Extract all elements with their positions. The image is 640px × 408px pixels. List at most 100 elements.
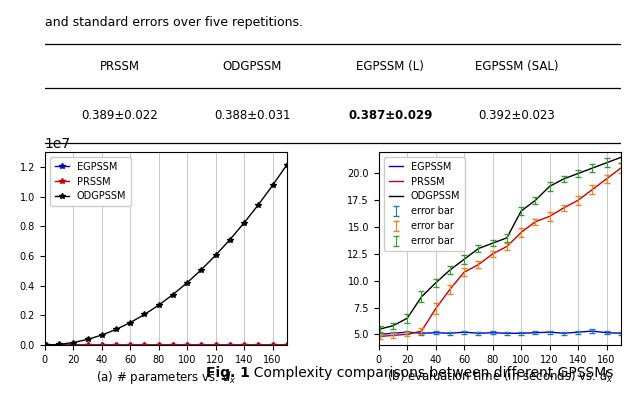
EGPSSM xyxy=(69,343,77,348)
ODGPSSM xyxy=(42,343,50,348)
ODGPSSM xyxy=(517,208,525,213)
ODGPSSM xyxy=(460,257,468,262)
EGPSSM xyxy=(546,330,554,335)
ODGPSSM xyxy=(198,267,205,272)
PRSSM xyxy=(198,342,205,347)
PRSSM xyxy=(283,342,291,347)
Line: PRSSM: PRSSM xyxy=(380,168,621,337)
Text: EGPSSM (SAL): EGPSSM (SAL) xyxy=(476,60,559,73)
ODGPSSM xyxy=(418,294,426,299)
EGPSSM xyxy=(169,343,177,348)
EGPSSM xyxy=(460,330,468,335)
EGPSSM xyxy=(55,343,63,348)
EGPSSM xyxy=(112,343,120,348)
Line: PRSSM: PRSSM xyxy=(44,342,289,348)
PRSSM xyxy=(155,343,163,348)
ODGPSSM xyxy=(446,268,454,273)
X-axis label: (a) # parameters vs. $d_x$: (a) # parameters vs. $d_x$ xyxy=(95,369,236,386)
ODGPSSM xyxy=(141,312,148,317)
ODGPSSM xyxy=(269,183,276,188)
PRSSM xyxy=(112,343,120,348)
ODGPSSM xyxy=(84,337,92,342)
PRSSM xyxy=(141,343,148,348)
EGPSSM xyxy=(126,343,134,348)
ODGPSSM xyxy=(55,342,63,347)
EGPSSM xyxy=(269,342,276,347)
ODGPSSM xyxy=(376,326,384,331)
PRSSM xyxy=(418,329,426,334)
EGPSSM xyxy=(42,343,50,348)
PRSSM xyxy=(376,334,384,339)
PRSSM xyxy=(84,343,92,348)
ODGPSSM xyxy=(589,166,596,171)
EGPSSM xyxy=(403,330,411,335)
Text: . Complexity comparisons between different GPSSMs: . Complexity comparisons between differe… xyxy=(245,366,614,381)
ODGPSSM xyxy=(617,155,625,160)
PRSSM xyxy=(55,343,63,348)
PRSSM xyxy=(42,343,50,348)
EGPSSM xyxy=(212,342,220,347)
EGPSSM xyxy=(489,330,497,335)
PRSSM xyxy=(226,342,234,347)
EGPSSM xyxy=(574,330,582,335)
X-axis label: (b) evaluation time (in seconds) vs. $d_x$: (b) evaluation time (in seconds) vs. $d_… xyxy=(387,369,613,385)
PRSSM xyxy=(389,333,397,338)
Text: Fig. 1: Fig. 1 xyxy=(206,366,250,381)
ODGPSSM xyxy=(112,327,120,332)
PRSSM xyxy=(560,205,568,210)
ODGPSSM xyxy=(169,292,177,297)
Text: and standard errors over five repetitions.: and standard errors over five repetition… xyxy=(45,16,303,29)
ODGPSSM xyxy=(183,280,191,285)
PRSSM xyxy=(503,244,511,249)
PRSSM xyxy=(532,219,540,224)
EGPSSM xyxy=(98,343,106,348)
ODGPSSM xyxy=(560,176,568,181)
EGPSSM xyxy=(532,330,540,335)
ODGPSSM xyxy=(126,320,134,325)
ODGPSSM xyxy=(603,160,611,165)
ODGPSSM xyxy=(69,340,77,345)
EGPSSM xyxy=(432,330,440,335)
ODGPSSM xyxy=(432,280,440,285)
ODGPSSM xyxy=(546,184,554,189)
EGPSSM xyxy=(283,342,291,347)
PRSSM xyxy=(617,166,625,171)
Text: 0.392±0.023: 0.392±0.023 xyxy=(479,109,556,122)
Line: EGPSSM: EGPSSM xyxy=(44,342,289,348)
PRSSM xyxy=(98,343,106,348)
Text: ODGPSSM: ODGPSSM xyxy=(223,60,282,73)
PRSSM xyxy=(432,306,440,311)
EGPSSM xyxy=(389,331,397,336)
EGPSSM xyxy=(446,331,454,336)
PRSSM xyxy=(574,198,582,203)
ODGPSSM xyxy=(503,235,511,240)
PRSSM xyxy=(126,343,134,348)
EGPSSM xyxy=(418,331,426,336)
ODGPSSM xyxy=(155,303,163,308)
PRSSM xyxy=(169,342,177,347)
EGPSSM xyxy=(517,331,525,336)
EGPSSM xyxy=(155,343,163,348)
Text: EGPSSM (L): EGPSSM (L) xyxy=(356,60,424,73)
Text: 0.388±0.031: 0.388±0.031 xyxy=(214,109,291,122)
Text: 0.387±0.029: 0.387±0.029 xyxy=(348,109,433,122)
ODGPSSM xyxy=(389,323,397,328)
EGPSSM xyxy=(589,329,596,334)
PRSSM xyxy=(240,342,248,347)
ODGPSSM xyxy=(574,171,582,176)
EGPSSM xyxy=(617,331,625,336)
PRSSM xyxy=(475,262,483,267)
Text: PRSSM: PRSSM xyxy=(100,60,140,73)
PRSSM xyxy=(589,187,596,192)
PRSSM xyxy=(269,342,276,347)
EGPSSM xyxy=(603,330,611,335)
EGPSSM xyxy=(226,342,234,347)
Line: ODGPSSM: ODGPSSM xyxy=(44,162,289,348)
PRSSM xyxy=(403,332,411,337)
ODGPSSM xyxy=(98,333,106,337)
ODGPSSM xyxy=(212,253,220,258)
PRSSM xyxy=(489,251,497,256)
ODGPSSM xyxy=(283,162,291,167)
PRSSM xyxy=(603,176,611,181)
EGPSSM xyxy=(198,342,205,347)
